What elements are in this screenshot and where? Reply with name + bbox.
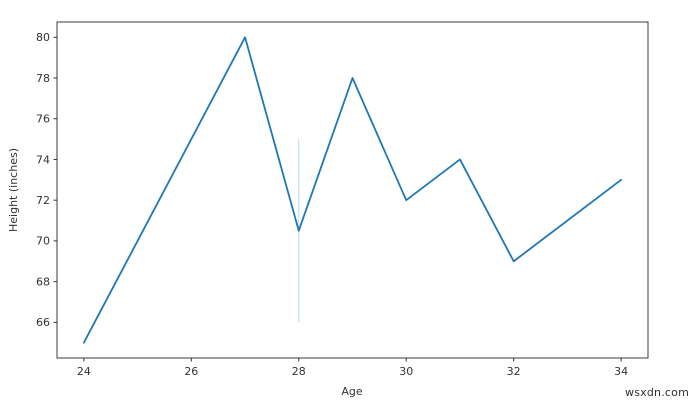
x-tick-label: 32 [507, 365, 521, 378]
y-tick-label: 72 [36, 194, 50, 207]
x-tick-label: 30 [399, 365, 413, 378]
x-tick-label: 28 [292, 365, 306, 378]
y-tick-label: 66 [36, 316, 50, 329]
height-vs-age-line [82, 36, 623, 344]
y-tick-label: 74 [36, 153, 50, 166]
x-tick-label: 26 [184, 365, 198, 378]
x-axis-label: Age [341, 385, 363, 398]
y-tick-label: 80 [36, 31, 50, 44]
y-tick-label: 76 [36, 113, 50, 126]
y-tick-label: 78 [36, 72, 50, 85]
y-axis-label: Height (inches) [7, 148, 20, 232]
y-tick-label: 68 [36, 275, 50, 288]
x-axis-ticks: 24 26 28 30 32 34 [77, 358, 628, 378]
plot-area-border [56, 21, 649, 359]
y-axis-ticks: 66 68 70 72 74 76 78 80 [36, 31, 57, 329]
watermark-text: wsxdn.com [625, 386, 689, 399]
x-tick-label: 34 [614, 365, 628, 378]
y-tick-label: 70 [36, 235, 50, 248]
x-tick-label: 24 [77, 365, 91, 378]
